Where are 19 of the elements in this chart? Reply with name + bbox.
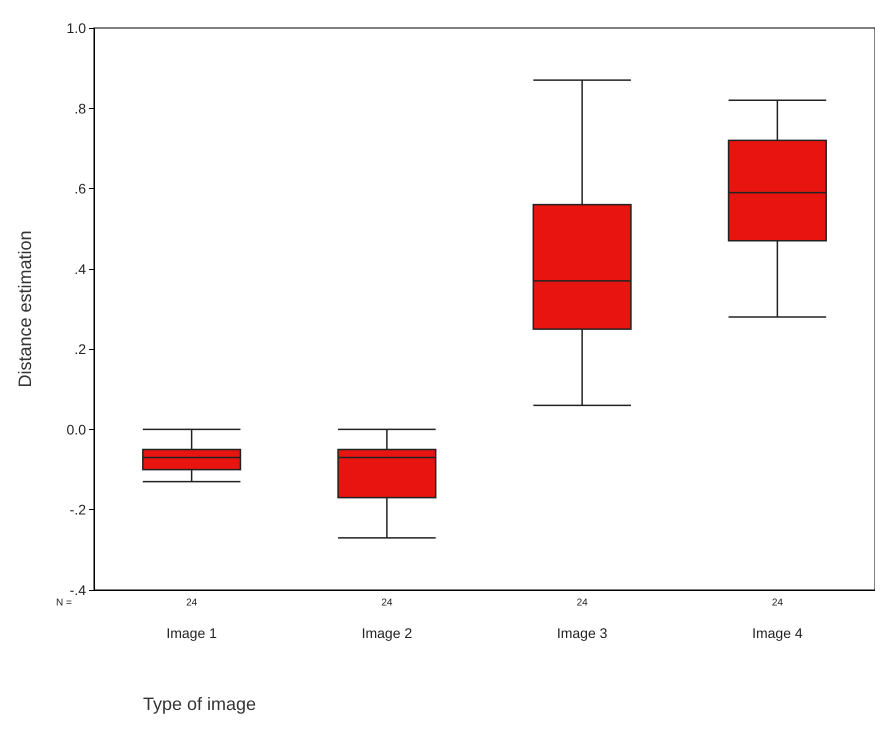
y-tick-label: .8 bbox=[74, 100, 86, 116]
x-tick-label: Image 4 bbox=[752, 625, 803, 641]
text: 24 bbox=[576, 598, 588, 608]
y-tick-label: -.4 bbox=[70, 582, 86, 598]
text: N = bbox=[56, 598, 72, 608]
text: 24 bbox=[772, 598, 784, 608]
y-tick-label: .6 bbox=[74, 180, 86, 197]
y-tick-label: .2 bbox=[74, 341, 86, 358]
y-tick-label: 1.0 bbox=[66, 20, 86, 36]
text: 24 bbox=[381, 598, 393, 608]
y-tick-label: 0.0 bbox=[66, 421, 86, 438]
x-tick-label: Image 3 bbox=[556, 625, 608, 641]
x-tick-label: Image 1 bbox=[166, 625, 218, 641]
y-axis-title: Distance estimation bbox=[15, 230, 35, 388]
y-tick-label: .4 bbox=[74, 260, 86, 277]
text: 24 bbox=[186, 598, 198, 608]
y-tick-label: -.2 bbox=[70, 502, 86, 518]
x-tick-label: Image 2 bbox=[362, 625, 412, 641]
x-axis-title: Type of image bbox=[143, 694, 256, 714]
